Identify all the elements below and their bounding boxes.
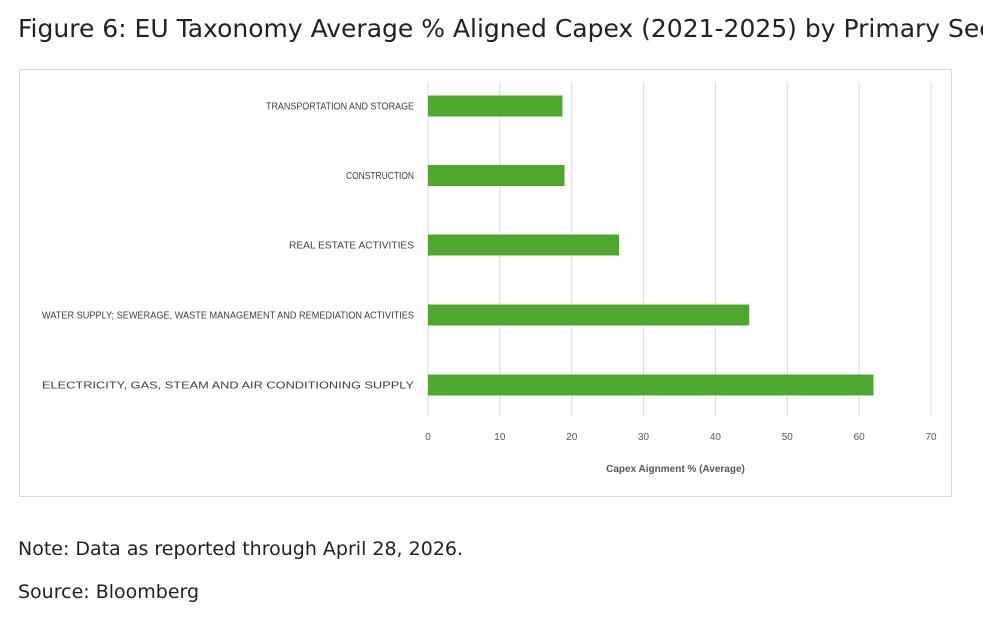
x-tick-label-10: 10 [494, 432, 506, 443]
x-tick-label-70: 70 [925, 432, 937, 443]
figure-note: Note: Data as reported through April 28,… [18, 538, 464, 560]
category-labels: TRANSPORTATION AND STORAGE CONSTRUCTION RE… [42, 102, 414, 392]
x-tick-labels: 0 10 20 30 40 50 60 70 [425, 432, 937, 443]
bar-2 [428, 165, 565, 186]
x-tick-label-30: 30 [638, 432, 650, 443]
bar-4 [428, 304, 750, 326]
category-label-4: WATER SUPPLY; SEWERAGE, WASTE MANAGEMENT… [42, 311, 414, 322]
category-label-2: CONSTRUCTION [346, 171, 414, 182]
figure-title: Figure 6: EU Taxonomy Average % Aligned … [18, 14, 983, 43]
bars [428, 95, 874, 396]
category-label-3: REAL ESTATE ACTIVITIES [289, 241, 414, 252]
x-tick-label-40: 40 [710, 432, 722, 443]
x-tick-label-50: 50 [782, 432, 794, 443]
category-label-1: TRANSPORTATION AND STORAGE [266, 102, 414, 113]
x-tick-label-0: 0 [425, 432, 431, 443]
bar-chart: TRANSPORTATION AND STORAGE CONSTRUCTION RE… [42, 82, 937, 475]
x-tick-label-20: 20 [566, 432, 578, 443]
x-axis-title: Capex Aignment % (Average) [606, 464, 745, 475]
x-tick-label-60: 60 [854, 432, 866, 443]
figure-source: Source: Bloomberg [18, 581, 200, 603]
bar-1 [428, 95, 563, 117]
bar-5 [428, 374, 874, 396]
bar-3 [428, 234, 620, 256]
chart-container: TRANSPORTATION AND STORAGE CONSTRUCTION RE… [19, 69, 952, 497]
category-label-5: ELECTRICITY, GAS, STEAM AND AIR CONDITIO… [42, 381, 414, 392]
